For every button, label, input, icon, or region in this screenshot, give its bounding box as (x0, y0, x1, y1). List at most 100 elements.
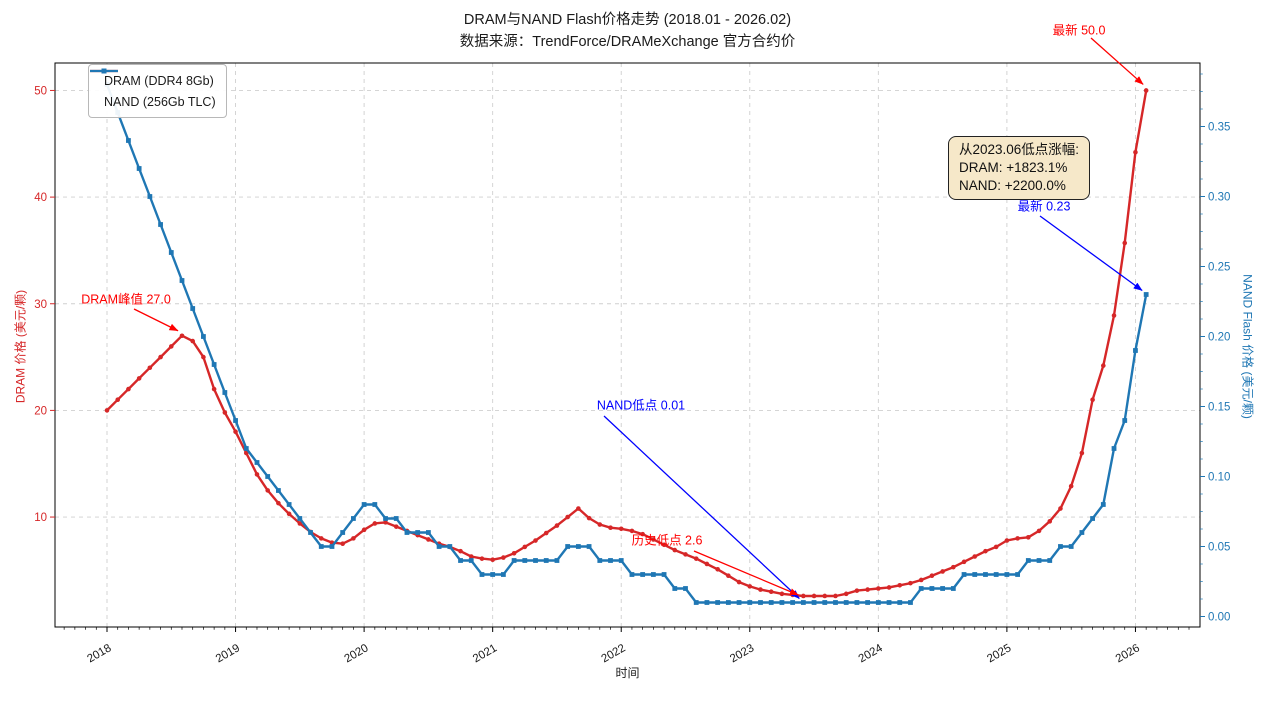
dram-data-point (147, 365, 153, 371)
nand-data-point (1090, 516, 1095, 521)
dram-data-point (1026, 535, 1031, 540)
nand-data-point (629, 572, 635, 577)
nand-data-point (586, 544, 592, 549)
dram-data-point (726, 573, 731, 579)
nand-data-point (554, 558, 560, 563)
nand-data-point (800, 600, 806, 605)
nand-data-point (308, 530, 313, 535)
dram-data-point (779, 591, 785, 597)
dram-data-point (704, 561, 710, 567)
nand-data-point (683, 586, 688, 591)
nand-data-point (276, 488, 281, 493)
nand-data-point (940, 586, 946, 591)
dram-data-point (1111, 313, 1117, 318)
legend-marker (101, 68, 107, 74)
nand-data-point (704, 600, 710, 605)
nand-data-point (458, 558, 463, 563)
gain-summary-dram: DRAM: +1823.1% (959, 160, 1068, 175)
annotation-latest-nand-label: 最新 0.23 (1017, 199, 1071, 214)
dram-data-point (361, 527, 367, 533)
right-axis-label: NAND Flash 价格 (美元/颗) (1240, 274, 1255, 419)
y-left-tick-label: 30 (34, 299, 47, 311)
nand-data-point (854, 600, 860, 605)
nand-data-point (897, 600, 903, 605)
nand-data-point (811, 600, 817, 605)
nand-data-point (522, 558, 528, 563)
dram-data-point (393, 524, 399, 529)
dram-data-point (211, 386, 217, 392)
nand-data-point (136, 166, 142, 171)
y-left-tick-label: 20 (34, 405, 47, 417)
nand-data-point (479, 572, 485, 577)
dram-data-point (961, 559, 967, 565)
y-right-tick-label: 0.10 (1208, 472, 1230, 484)
dram-data-point (136, 376, 142, 381)
nand-data-point (886, 600, 892, 605)
nand-data-point (618, 558, 624, 563)
nand-data-point (661, 572, 667, 577)
annotation-latest-dram-label: 最新 50.0 (1052, 23, 1106, 38)
dram-data-point (533, 538, 538, 543)
dram-data-point (468, 554, 474, 559)
nand-data-point (511, 558, 517, 563)
nand-data-point (500, 572, 506, 577)
gain-summary-nand: NAND: +2200.0% (959, 178, 1066, 193)
left-axis-label: DRAM 价格 (美元/颗) (13, 289, 28, 404)
dram-data-point (1143, 88, 1149, 93)
nand-data-point (1111, 446, 1117, 451)
dram-data-point (276, 500, 281, 506)
nand-data-point (779, 600, 785, 605)
nand-data-point (983, 572, 988, 577)
dram-data-point (854, 588, 860, 593)
dram-data-point (351, 536, 356, 541)
legend-label-dram: DRAM (DDR4 8Gb) (104, 73, 214, 88)
legend-item-nand: NAND (256Gb TLC) (90, 68, 216, 112)
dram-data-point (715, 567, 720, 572)
dram-data-point (201, 354, 206, 360)
dram-data-point (822, 593, 828, 599)
chart-title: DRAM与NAND Flash价格走势 (2018.01 - 2026.02) (463, 12, 792, 28)
gain-summary-box: 从2023.06低点涨幅: DRAM: +1823.1% NAND: +2200… (948, 136, 1091, 200)
x-tick-label: 2024 (857, 642, 886, 665)
dram-data-point (426, 537, 431, 542)
dram-data-point (993, 544, 999, 550)
nand-data-point (736, 600, 742, 605)
x-tick-label: 2022 (600, 642, 628, 665)
dram-data-point (929, 573, 935, 579)
y-left-tick-label: 50 (34, 85, 47, 97)
dram-data-point (554, 523, 560, 528)
dram-data-point (983, 548, 988, 554)
dram-data-point (897, 583, 903, 588)
nand-data-point (490, 572, 496, 577)
annotation-dram-peak-label: DRAM峰值 27.0 (81, 292, 171, 307)
dram-data-point (972, 554, 978, 559)
dram-data-point (126, 386, 131, 392)
dram-data-point (758, 587, 763, 592)
dram-data-point (768, 589, 774, 595)
nand-data-point (950, 586, 956, 591)
nand-data-point (425, 530, 431, 535)
gain-summary-title: 从2023.06低点涨幅: (959, 142, 1080, 157)
dram-data-point (586, 515, 592, 521)
legend: DRAM (DDR4 8Gb) NAND (256Gb TLC) (88, 64, 227, 118)
nand-data-point (543, 558, 549, 563)
annotation-dram-low-label: 历史低点 2.6 (631, 533, 703, 548)
nand-data-point (158, 222, 163, 227)
dram-data-point (811, 593, 817, 599)
annotation-arrow-nand-low (603, 415, 800, 599)
nand-data-point (908, 600, 913, 605)
dram-data-point (629, 528, 635, 534)
dram-data-point (233, 429, 238, 435)
dram-data-point (254, 472, 260, 477)
nand-data-point (1015, 572, 1021, 577)
nand-data-point (404, 530, 410, 535)
nand-data-point (243, 446, 249, 451)
y-right-tick-label: 0.20 (1208, 332, 1230, 344)
annotation-arrow-dram-peak (133, 308, 179, 332)
nand-data-point (393, 516, 399, 521)
dram-data-point (286, 511, 292, 517)
nand-data-point (768, 600, 774, 605)
nand-data-point (222, 390, 228, 395)
axis-frame (54, 62, 1201, 628)
